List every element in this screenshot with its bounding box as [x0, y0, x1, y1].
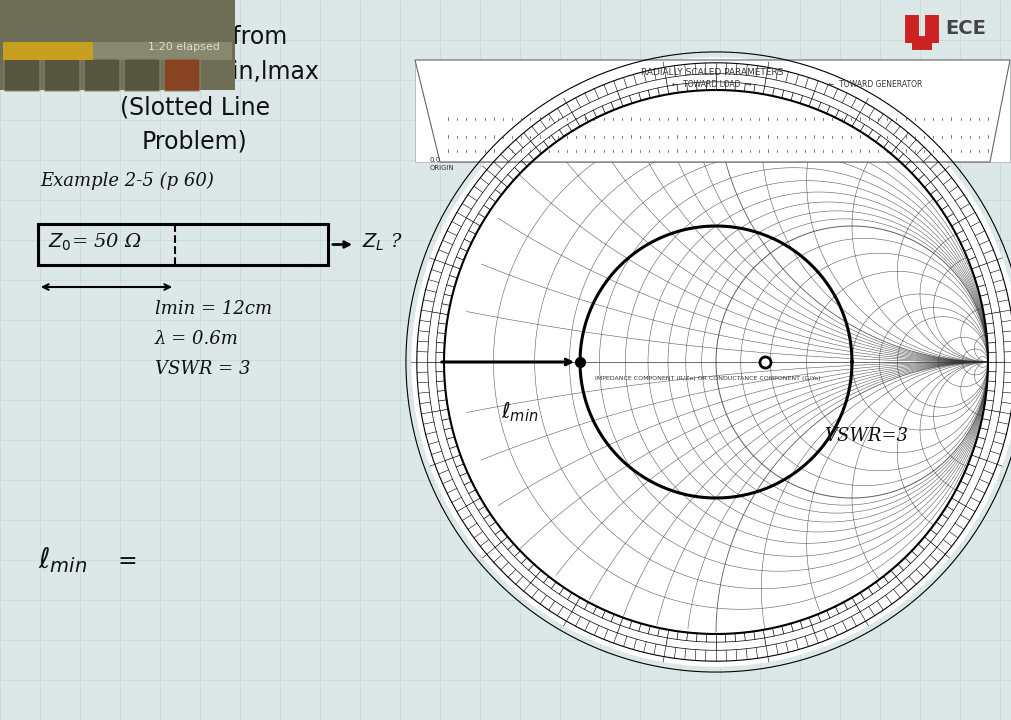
Text: $\ell_{min}$: $\ell_{min}$	[500, 400, 539, 423]
Text: 0.0: 0.0	[430, 157, 441, 163]
Text: VSWR = 3: VSWR = 3	[155, 360, 251, 378]
FancyBboxPatch shape	[4, 59, 40, 91]
FancyBboxPatch shape	[164, 59, 200, 91]
Text: lmin = 12cm: lmin = 12cm	[155, 300, 272, 318]
Text: VSWR=3: VSWR=3	[823, 427, 907, 445]
Text: IMPEDANCE COMPONENT (R/Zo) OR CONDUCTANCE COMPONENT (G/Yo): IMPEDANCE COMPONENT (R/Zo) OR CONDUCTANC…	[594, 376, 820, 381]
Text: Problem): Problem)	[142, 130, 248, 154]
Text: λ = 0.6m: λ = 0.6m	[155, 330, 239, 348]
Text: 1:20 elapsed: 1:20 elapsed	[148, 42, 219, 52]
Text: RADIALLY SCALED PARAMETERS: RADIALLY SCALED PARAMETERS	[640, 68, 783, 77]
Text: ←  TOWARD GENERATOR: ← TOWARD GENERATOR	[827, 80, 921, 89]
Text: VSWR and lmin,lmax: VSWR and lmin,lmax	[72, 60, 318, 84]
Text: (Slotted Line: (Slotted Line	[120, 95, 270, 119]
Text: Finding ZL from: Finding ZL from	[103, 25, 287, 49]
Circle shape	[410, 58, 1011, 667]
FancyBboxPatch shape	[3, 42, 93, 60]
FancyBboxPatch shape	[84, 59, 120, 91]
FancyBboxPatch shape	[43, 59, 80, 91]
Text: $Z_0$= 50 Ω: $Z_0$= 50 Ω	[48, 232, 142, 253]
Text: $Z_L$ ?: $Z_L$ ?	[362, 232, 402, 253]
FancyBboxPatch shape	[3, 42, 232, 60]
FancyBboxPatch shape	[415, 62, 1009, 162]
Text: ORIGIN: ORIGIN	[430, 165, 454, 171]
Text: =: =	[118, 550, 137, 573]
Text: $\ell_{min}$: $\ell_{min}$	[38, 545, 87, 575]
Text: ←  TOWARD LOAD  →: ← TOWARD LOAD →	[671, 80, 751, 89]
Polygon shape	[415, 60, 1009, 162]
FancyBboxPatch shape	[124, 59, 160, 91]
FancyBboxPatch shape	[0, 0, 235, 90]
Text: ECE: ECE	[944, 19, 985, 38]
Text: Example 2-5 (p 60): Example 2-5 (p 60)	[40, 172, 213, 190]
